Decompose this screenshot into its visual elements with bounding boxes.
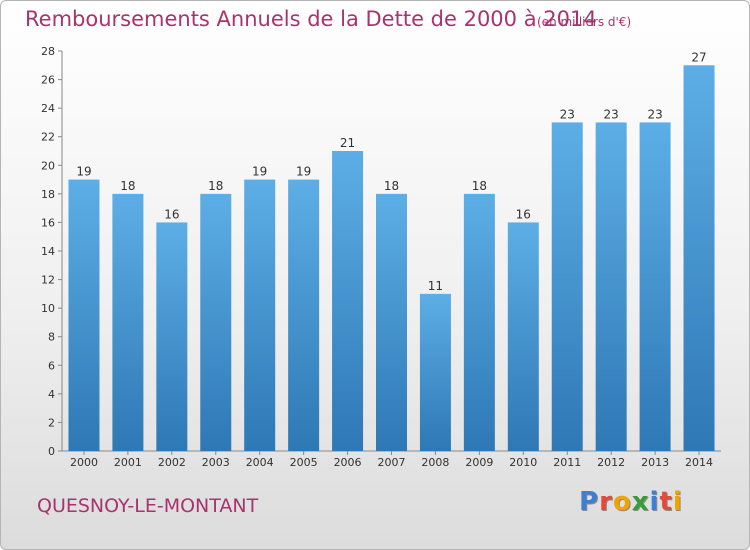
logo-letter: P [579,487,600,517]
x-tick-label: 2006 [334,456,362,469]
data-label-2009: 18 [472,179,487,193]
x-tick-label: 2014 [685,456,713,469]
bar-2011 [551,122,583,451]
bar-2012 [595,122,627,451]
bar-2000 [68,179,100,452]
data-label-2004: 19 [252,165,267,179]
y-tick-label: 4 [48,388,55,401]
data-label-2010: 16 [516,207,531,221]
bar-2002 [156,222,188,451]
x-tick-label: 2002 [158,456,186,469]
y-tick-label: 2 [48,416,55,429]
data-label-2011: 23 [560,107,575,121]
chart-subtitle: (en milliers d'€) [537,15,632,29]
x-tick-label: 2007 [378,456,406,469]
bar-2005 [288,179,320,452]
x-tick-label: 2012 [597,456,625,469]
x-tick-label: 2001 [114,456,142,469]
x-tick-label: 2008 [421,456,449,469]
bar-2006 [332,151,364,451]
y-tick-label: 10 [41,302,55,315]
logo-letter: t [659,487,673,517]
data-label-2007: 18 [384,179,399,193]
x-tick-label: 2010 [509,456,537,469]
x-tick-label: 2000 [70,456,98,469]
bar-2013 [639,122,671,451]
y-tick-label: 14 [41,245,55,258]
x-tick-label: 2003 [202,456,230,469]
x-tick-label: 2004 [246,456,274,469]
y-tick-label: 22 [41,131,55,144]
bar-2003 [200,193,232,451]
y-tick-label: 24 [41,102,55,115]
proxiti-logo: Proxiti [579,487,683,517]
y-tick-label: 16 [41,216,55,229]
logo-letter: i [649,487,660,517]
y-tick-label: 18 [41,188,55,201]
bar-2004 [244,179,276,452]
x-tick-label: 2011 [553,456,581,469]
data-label-2002: 16 [164,207,179,221]
y-tick-label: 12 [41,274,55,287]
data-label-2013: 23 [647,107,662,121]
logo-letter: r [599,487,613,517]
bar-2001 [112,193,144,451]
commune-name: QUESNOY-LE-MONTANT [37,495,259,517]
data-label-2001: 18 [120,179,135,193]
data-label-2012: 23 [604,107,619,121]
data-label-2005: 19 [296,165,311,179]
y-tick-label: 28 [41,45,55,58]
y-tick-label: 6 [48,359,55,372]
bar-2010 [507,222,539,451]
data-label-2000: 19 [76,165,91,179]
data-label-2008: 11 [428,279,443,293]
y-tick-label: 20 [41,159,55,172]
bar-2014 [683,65,715,452]
bar-2009 [463,193,495,451]
chart-title: Remboursements Annuels de la Dette de 20… [25,7,597,31]
data-label-2006: 21 [340,136,355,150]
bar-2008 [419,293,451,451]
y-tick-label: 26 [41,74,55,87]
data-label-2003: 18 [208,179,223,193]
x-tick-label: 2009 [465,456,493,469]
y-tick-label: 0 [48,445,55,458]
bar-2007 [376,193,407,451]
y-tick-label: 8 [48,331,55,344]
logo-letter: x [631,487,650,517]
logo-letter: i [672,487,683,517]
logo-letter: o [612,487,632,517]
x-tick-label: 2013 [641,456,669,469]
data-label-2014: 27 [691,50,706,64]
x-tick-label: 2005 [290,456,318,469]
